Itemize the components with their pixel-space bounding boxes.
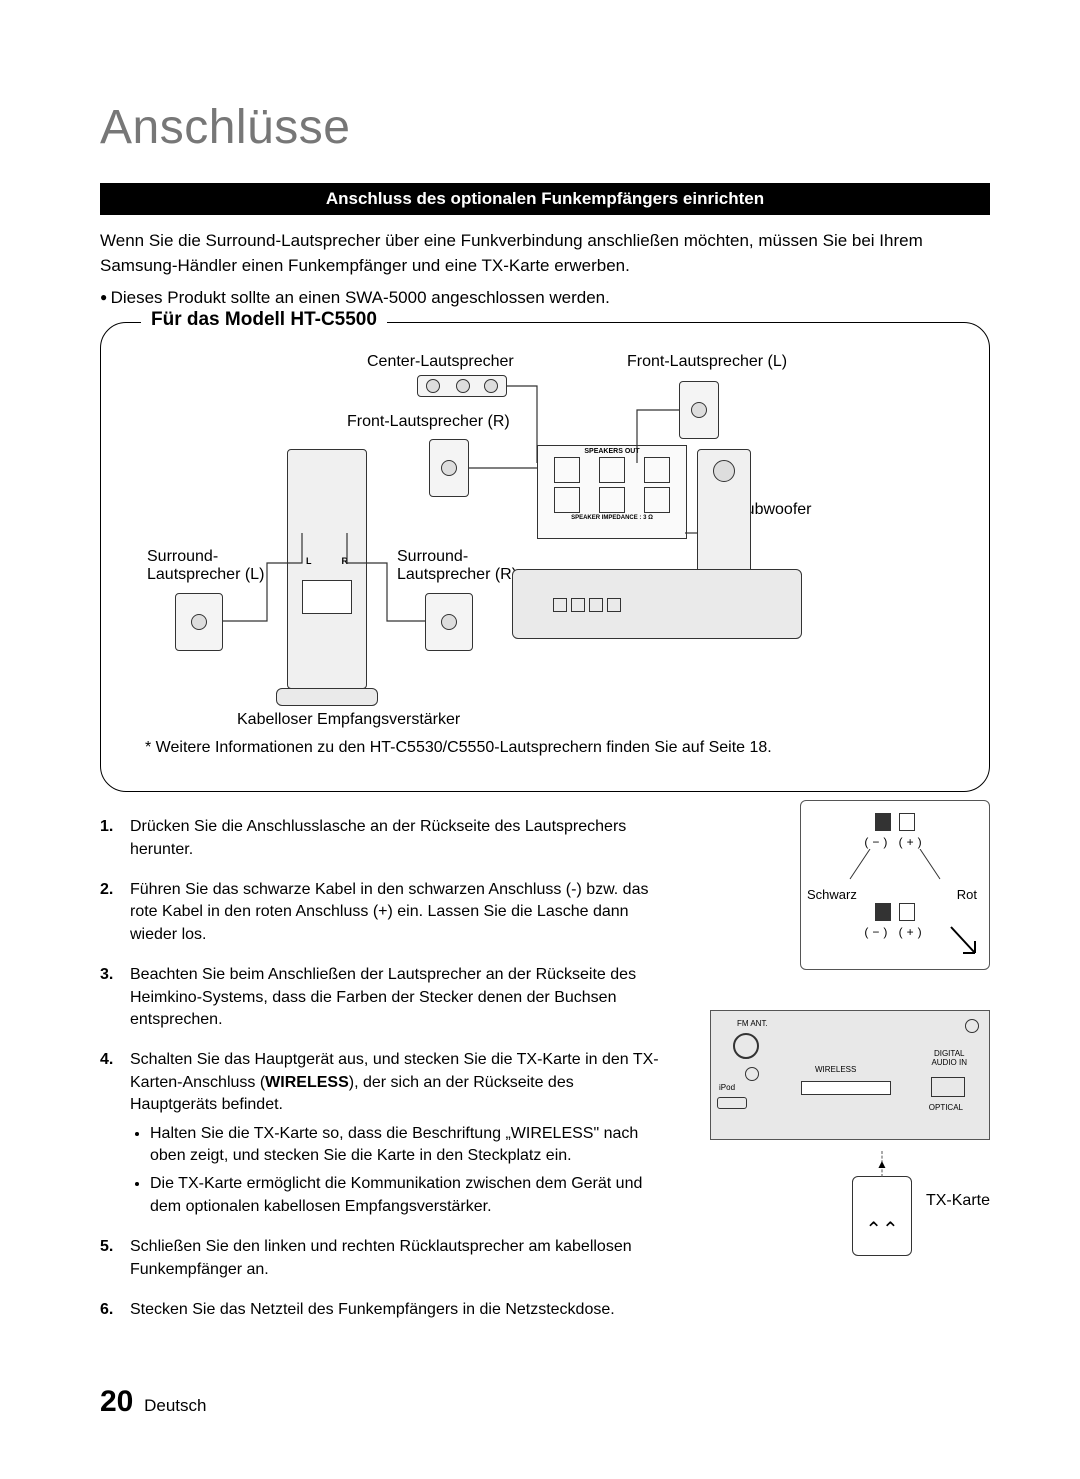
step-4: Schalten Sie das Hauptgerät aus, und ste…: [100, 1049, 660, 1218]
rear-ipod-label: iPod: [719, 1083, 735, 1092]
terminal-polarity-top: (−) (+): [809, 835, 981, 849]
rear-digital-label: DIGITAL AUDIO IN: [931, 1049, 967, 1067]
step-4-sub-1: Halten Sie die TX-Karte so, dass die Bes…: [150, 1123, 660, 1168]
main-unit-rear-icon: [512, 569, 802, 639]
center-speaker-icon: [417, 375, 507, 397]
rear-optical-label: OPTICAL: [929, 1103, 963, 1112]
page-footer: 20 Deutsch: [100, 1385, 206, 1419]
label-front-l: Front-Lautsprecher (L): [627, 353, 787, 371]
panel-impedance: SPEAKER IMPEDANCE : 3 Ω: [538, 515, 686, 521]
instruction-steps: Drücken Sie die Anschlusslasche an der R…: [100, 816, 660, 1321]
front-r-speaker-icon: [429, 439, 469, 497]
label-surround-l: Surround- Lautsprecher (L): [147, 548, 264, 584]
panel-title: SPEAKERS OUT: [538, 448, 686, 455]
speaker-out-panel-icon: SPEAKERS OUT SPEAKER IMPEDANCE : 3 Ω: [537, 445, 687, 539]
diagram-footnote: * Weitere Informationen zu den HT-C5530/…: [145, 739, 772, 757]
label-front-r: Front-Lautsprecher (R): [347, 413, 510, 431]
step-3: Beachten Sie beim Anschließen der Lautsp…: [100, 964, 660, 1031]
rear-fm-ant-label: FM ANT.: [737, 1019, 768, 1028]
terminal-black-label: Schwarz: [807, 887, 857, 902]
step-5: Schließen Sie den linken und rechten Rüc…: [100, 1236, 660, 1281]
compat-bullet: Dieses Produkt sollte an einen SWA-5000 …: [100, 288, 990, 308]
step-6: Stecken Sie das Netzteil des Funkempfäng…: [100, 1299, 660, 1321]
terminal-red-label: Rot: [957, 887, 977, 902]
surround-l-speaker-icon: [175, 593, 223, 651]
page-language: Deutsch: [144, 1396, 206, 1415]
frame-label: Für das Modell HT-C5500: [141, 309, 387, 331]
surround-r-speaker-icon: [425, 593, 473, 651]
tx-card-icon: ▲ ⌃⌃: [852, 1176, 912, 1256]
step-4-sub-2: Die TX-Karte ermöglicht die Kommunikatio…: [150, 1173, 660, 1218]
tx-card-label: TX-Karte: [926, 1192, 990, 1210]
page-title: Anschlüsse: [100, 100, 990, 155]
front-l-speaker-icon: [679, 381, 719, 439]
terminal-diagram: (−) (+) Schwarz Rot (−) (+): [800, 800, 990, 970]
step-4-bold: WIRELESS: [265, 1074, 349, 1091]
model-diagram-frame: Für das Modell HT-C5500 Center-Lautsprec…: [100, 322, 990, 792]
step-2: Führen Sie das schwarze Kabel in den sch…: [100, 879, 660, 946]
rear-panel-diagram: FM ANT. iPod WIRELESS DIGITAL AUDIO IN O…: [710, 1010, 990, 1256]
step-1: Drücken Sie die Anschlusslasche an der R…: [100, 816, 660, 861]
page-number: 20: [100, 1385, 133, 1418]
label-wireless-amp: Kabelloser Empfangsverstärker: [237, 711, 460, 729]
rear-wireless-label: WIRELESS: [815, 1065, 856, 1074]
speaker-wiring-diagram: Center-Lautsprecher Front-Lautsprecher (…: [137, 353, 953, 771]
section-heading-bar: Anschluss des optionalen Funkempfängers …: [100, 183, 990, 215]
label-surround-r: Surround- Lautsprecher (R): [397, 548, 517, 584]
wifi-icon: ⌃⌃: [865, 1217, 899, 1242]
label-center-speaker: Center-Lautsprecher: [367, 353, 514, 371]
intro-paragraph: Wenn Sie die Surround-Lautsprecher über …: [100, 229, 990, 278]
wireless-amp-icon: L R: [287, 449, 367, 689]
